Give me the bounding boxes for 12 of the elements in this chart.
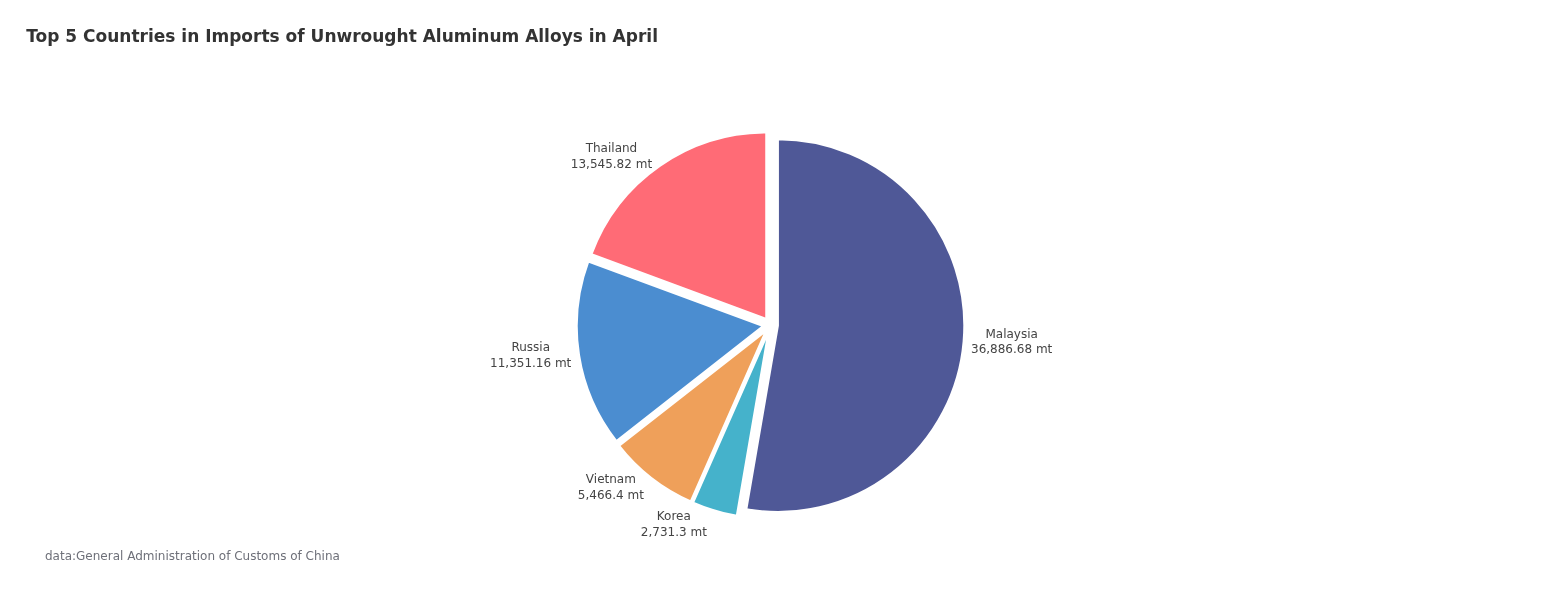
slice-label: Korea <box>656 509 691 524</box>
text: data:General Administration of Customs of China <box>45 549 340 563</box>
slice-label: Thailand <box>584 141 638 156</box>
text: Top 5 Countries in Imports of Unwrought Aluminum Alloys in April <box>26 25 658 46</box>
slice-label: Malaysia <box>985 326 1038 341</box>
data-label: 13,545.82 mt <box>570 156 653 171</box>
data-label: 36,886.68 mt <box>971 342 1053 357</box>
data-label: 2,731.3 mt <box>640 524 708 539</box>
data-label: 5,466.4 mt <box>577 488 645 503</box>
data-label: 11,351.16 mt <box>490 356 572 371</box>
slice-label: Russia <box>511 340 550 355</box>
slice-label: Vietnam <box>585 472 636 487</box>
